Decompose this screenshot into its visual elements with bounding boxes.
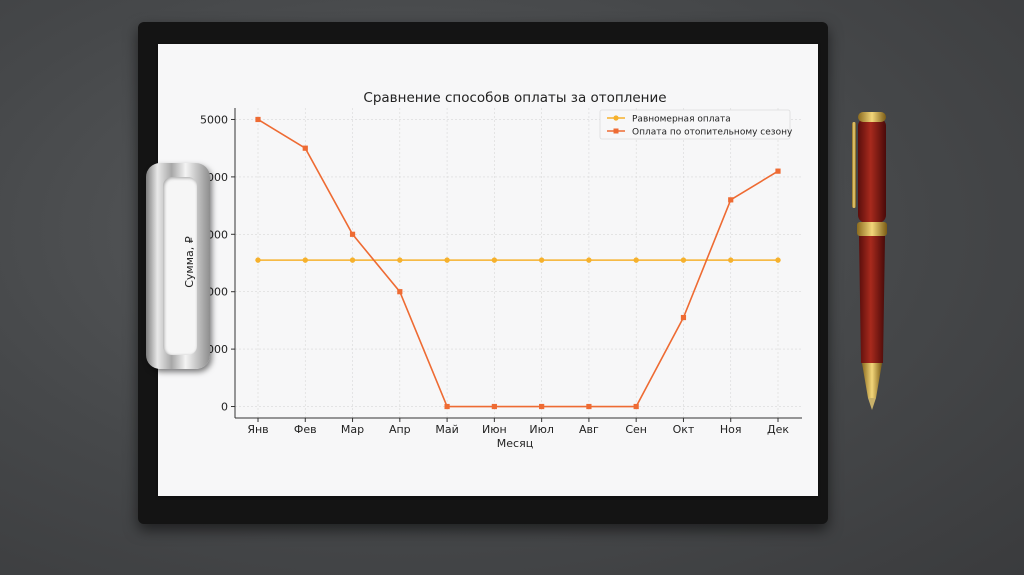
x-tick-label: Ноя bbox=[720, 423, 742, 436]
series-2-point bbox=[728, 197, 734, 203]
y-tick-label: 000 bbox=[207, 343, 228, 356]
legend-marker-2 bbox=[613, 128, 619, 134]
legend: Равномерная оплата Оплата по отопительном… bbox=[599, 109, 793, 140]
legend-marker-1 bbox=[613, 115, 619, 121]
series-2-point bbox=[349, 231, 356, 237]
series-1-point bbox=[586, 257, 592, 263]
series-1-point bbox=[775, 257, 781, 263]
x-tick-label: Янв bbox=[247, 423, 268, 436]
series-1-point bbox=[349, 257, 356, 263]
clip-label-plate bbox=[163, 177, 197, 355]
series-1-point bbox=[633, 257, 639, 263]
series-1-point bbox=[728, 257, 734, 263]
series-1-point bbox=[397, 257, 403, 263]
x-tick-label: Авг bbox=[579, 423, 599, 436]
legend-label-1: Равномерная оплата bbox=[632, 115, 731, 125]
y-tick-label: 0 bbox=[221, 401, 228, 414]
grid-lines bbox=[235, 108, 802, 418]
series-2-point bbox=[444, 403, 450, 410]
series-line-2 bbox=[257, 118, 779, 408]
x-tick-label: Апр bbox=[389, 423, 411, 436]
series-1-point bbox=[680, 257, 687, 263]
x-tick-label: Июл bbox=[529, 423, 554, 436]
y-tick-label: 000 bbox=[207, 171, 228, 184]
series-group bbox=[255, 116, 781, 410]
series-2-point bbox=[255, 116, 261, 123]
series-2-point bbox=[586, 403, 592, 410]
y-tick-label: 000 bbox=[207, 228, 228, 241]
pen-image bbox=[852, 112, 887, 410]
x-tick-label: Окт bbox=[673, 423, 695, 436]
series-2-point bbox=[633, 403, 639, 410]
legend-label-2: Оплата по отопительному сезону bbox=[632, 128, 793, 138]
series-2-point bbox=[491, 403, 497, 410]
x-tick-label: Мар bbox=[341, 423, 364, 436]
x-tick-label: Дек bbox=[767, 423, 789, 436]
series-2-point bbox=[302, 145, 308, 151]
y-tick-label: 5000 bbox=[200, 113, 228, 126]
series-2-point bbox=[680, 314, 687, 321]
x-tick-label: Сен bbox=[625, 423, 647, 436]
series-2-point bbox=[397, 289, 403, 295]
series-1-point bbox=[302, 257, 308, 263]
y-tick-label: 000 bbox=[207, 286, 228, 299]
series-2-point bbox=[775, 168, 781, 174]
series-1-point bbox=[538, 257, 545, 263]
x-tick-label: Май bbox=[435, 423, 458, 436]
chart-title: Сравнение способов оплаты за отопление bbox=[363, 90, 666, 106]
series-1-point bbox=[255, 257, 261, 263]
x-tick-labels: Янв Фев Мар Апр Май Июн Июл Авг Сен Окт Ноя Дек bbox=[247, 418, 789, 436]
x-tick-label: Июн bbox=[482, 423, 507, 436]
axes bbox=[234, 108, 802, 419]
series-2-point bbox=[539, 403, 545, 410]
legend-frame bbox=[599, 109, 791, 140]
x-axis-label: Месяц bbox=[497, 437, 533, 450]
series-1-point bbox=[491, 257, 498, 263]
series-1-point bbox=[444, 257, 450, 263]
x-tick-label: Фев bbox=[294, 423, 317, 436]
